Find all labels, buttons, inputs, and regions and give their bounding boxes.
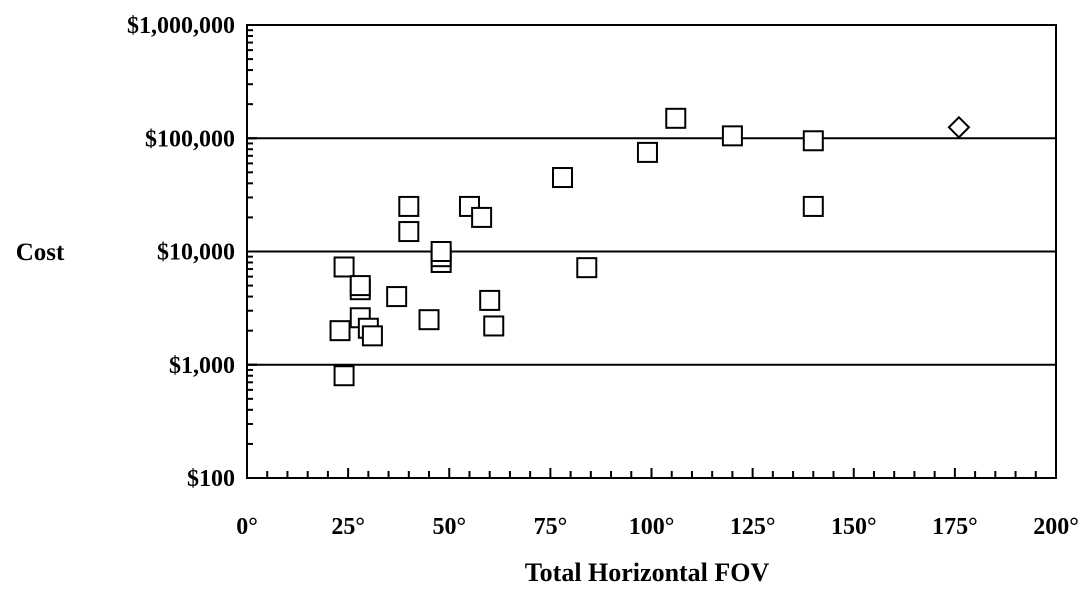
square-marker xyxy=(418,309,440,331)
square-marker xyxy=(802,130,824,152)
square-marker xyxy=(636,141,658,163)
square-marker xyxy=(552,167,574,189)
y-tick-label: $1,000 xyxy=(169,353,235,379)
x-tick-label: 175° xyxy=(932,514,978,540)
square-marker xyxy=(398,221,420,243)
data-points xyxy=(329,107,971,387)
y-axis-label: Cost xyxy=(16,239,65,266)
square-marker xyxy=(329,320,351,342)
square-marker xyxy=(349,275,371,297)
square-marker xyxy=(479,289,501,311)
x-tick-label: 125° xyxy=(730,514,776,540)
square-marker xyxy=(333,256,355,278)
square-marker xyxy=(361,325,383,347)
y-tick-label: $100,000 xyxy=(145,126,235,152)
square-marker xyxy=(398,195,420,217)
x-tick-label: 150° xyxy=(831,514,877,540)
square-marker xyxy=(576,257,598,279)
x-tick-label: 100° xyxy=(629,514,675,540)
square-marker xyxy=(471,206,493,228)
x-tick-label: 200° xyxy=(1033,514,1079,540)
y-tick-label: $100 xyxy=(187,466,235,492)
gridlines xyxy=(247,137,1056,366)
y-tick-label: $10,000 xyxy=(157,240,235,266)
x-axis-label: Total Horizontal FOV xyxy=(525,558,770,587)
diamond-marker xyxy=(947,115,971,139)
y-tick-label: $1,000,000 xyxy=(127,13,235,39)
square-marker xyxy=(386,286,408,308)
y-axis-tick-labels: $100 $1,000 $10,000 $100,000 $1,000,000 xyxy=(127,13,235,492)
x-tick-label: 75° xyxy=(534,514,568,540)
square-marker xyxy=(483,315,505,337)
x-tick-label: 50° xyxy=(432,514,466,540)
square-marker xyxy=(333,365,355,387)
square-marker xyxy=(802,195,824,217)
square-marker xyxy=(430,241,452,262)
x-axis-tick-labels: 0° 25° 50° 75° 100° 125° 150° 175° 200° xyxy=(236,514,1079,540)
x-tick-label: 25° xyxy=(331,514,365,540)
square-marker xyxy=(721,125,743,147)
square-marker xyxy=(665,107,687,129)
x-tick-label: 0° xyxy=(236,514,258,540)
minor-ticks xyxy=(246,24,1057,479)
